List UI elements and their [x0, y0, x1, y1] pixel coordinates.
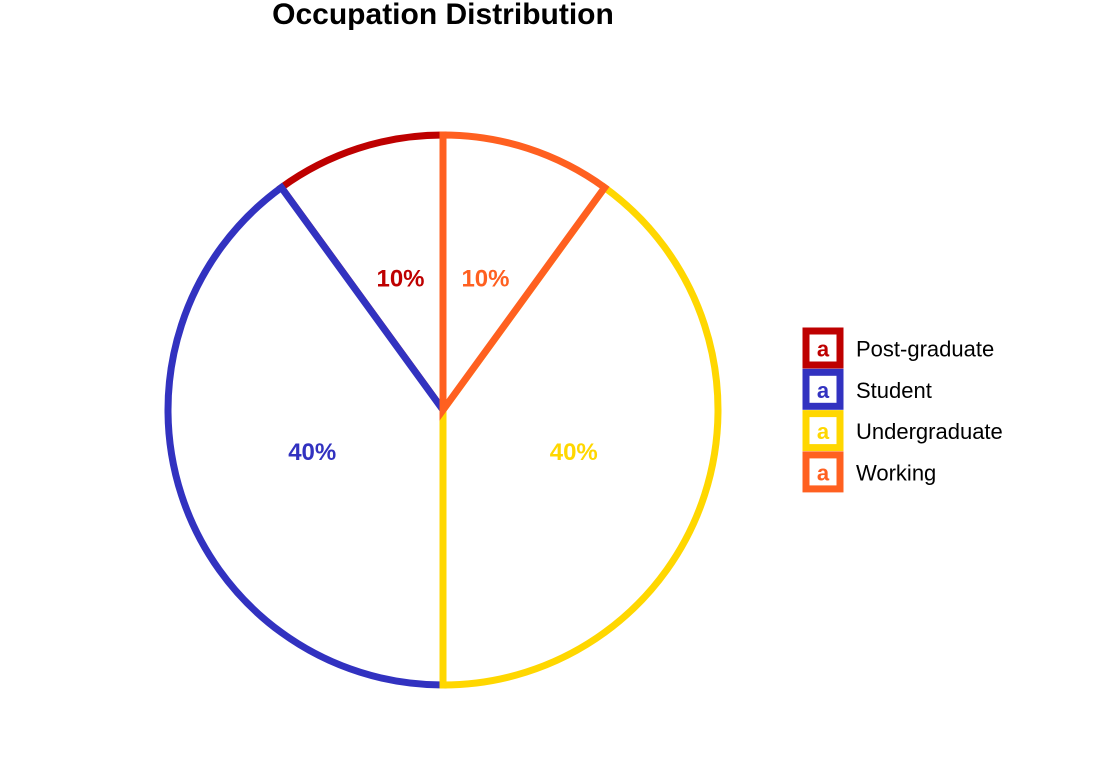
legend-label-student: Student: [856, 378, 932, 403]
pie-slices: [164, 131, 722, 689]
legend-item-student: a Student: [802, 368, 932, 410]
pie-slice-student: [164, 182, 447, 689]
chart-title: Occupation Distribution: [272, 0, 614, 31]
slice-label-undergraduate: 40%: [550, 439, 598, 466]
slice-label-working: 10%: [461, 266, 509, 293]
pie-slice-working: [439, 131, 610, 421]
pie-slice-labels: 10% 40% 40% 10%: [288, 266, 598, 466]
pie-slice-undergraduate: [439, 182, 722, 689]
legend-label-post-graduate: Post-graduate: [856, 337, 994, 362]
legend-item-undergraduate: a Undergraduate: [802, 410, 1003, 452]
legend-item-working: a Working: [802, 451, 936, 493]
legend-key-glyph-undergraduate: a: [817, 419, 830, 444]
legend-label-working: Working: [856, 460, 936, 485]
legend-label-undergraduate: Undergraduate: [856, 419, 1003, 444]
legend: a Post-graduate a Student a Undergraduate a Wor…: [802, 327, 1003, 493]
legend-key-undergraduate: [802, 410, 844, 452]
slice-label-student: 40%: [288, 439, 336, 466]
legend-key-working: [802, 451, 844, 493]
legend-key-glyph-working: a: [817, 460, 830, 485]
legend-key-glyph-student: a: [817, 378, 830, 403]
pie-slice-post-graduate: [276, 131, 447, 421]
legend-key-student: [802, 368, 844, 410]
slice-label-post-graduate: 10%: [376, 266, 424, 293]
legend-key-glyph-post-graduate: a: [817, 337, 830, 362]
legend-item-post-graduate: a Post-graduate: [802, 327, 994, 369]
legend-key-post-graduate: [802, 327, 844, 369]
